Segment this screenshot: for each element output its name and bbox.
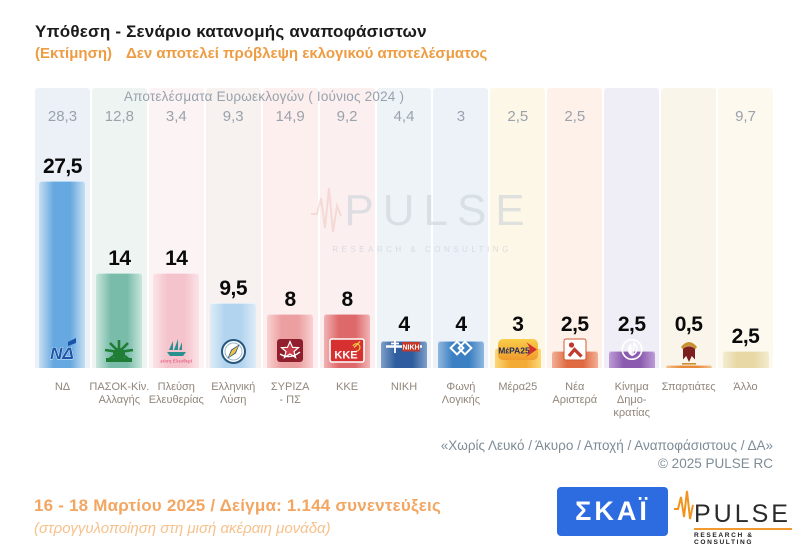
party-label: ΚΚΕ xyxy=(336,381,359,393)
fieldwork-dates-sample: 16 - 18 Μαρτίου 2025 / Δείγμα: 1.144 συν… xyxy=(34,496,441,515)
pulse-watermark: PULSE RESEARCH & CONSULTING xyxy=(310,180,534,254)
copyright: © 2025 PULSE RC xyxy=(657,456,773,471)
pulse-logo-text: PULSE xyxy=(694,500,791,528)
nd-logo: ΝΔ xyxy=(34,338,91,362)
party-label: Μέρα25 xyxy=(498,381,538,393)
rounding-note: (στρογγυλοποίηση στη μισή ακέραιη μονάδα… xyxy=(34,520,331,537)
subtitle-disclaimer: Δεν αποτελεί πρόβλεψη εκλογικού αποτελέσ… xyxy=(126,45,488,62)
column-stripe xyxy=(433,88,489,368)
page-title: Υπόθεση - Σενάριο κατανομής αναποφάσιστω… xyxy=(35,22,427,41)
pulse-waveform-icon xyxy=(674,487,694,526)
bar xyxy=(39,181,86,368)
footnote-exclusions: «Χωρίς Λευκό / Άκυρο / Αποχή / Αναποφάσι… xyxy=(440,438,773,453)
party-label: Φωνή Λογικής xyxy=(441,381,481,406)
bar-value-label: 2,5 xyxy=(731,325,760,348)
kke-logo: ΚΚΕ xyxy=(319,338,376,363)
bar-value-label: 8 xyxy=(341,288,353,311)
party-label: Πλεύση Ελευθερίας xyxy=(148,381,204,406)
subtitle-estimate: (Εκτίμηση) xyxy=(35,45,112,62)
bar-value-label: 3 xyxy=(512,313,524,336)
watermark-text: PULSE xyxy=(344,185,534,235)
euro-result-value: 4,4 xyxy=(393,108,415,125)
spartiates-helmet-logo xyxy=(660,338,717,365)
euro-result-value: 9,7 xyxy=(735,108,756,125)
pulse-waveform-icon xyxy=(310,180,344,241)
syriza-star-logo xyxy=(262,338,319,363)
svg-text:Πλεύση Ελευθερίας: Πλεύση Ελευθερίας xyxy=(160,359,192,365)
party-label: ΠΑΣΟΚ-Κίν. Αλλαγής xyxy=(89,381,150,406)
euro-result-value: 9,3 xyxy=(222,108,244,125)
bar-value-label: 8 xyxy=(284,288,297,311)
footnote: «Χωρίς Λευκό / Άκυρο / Αποχή / Αναποφάσι… xyxy=(441,437,773,473)
nea-aristera-logo xyxy=(546,338,603,361)
party-label: Νέα Αριστερά xyxy=(552,381,598,406)
party-label: Άλλο xyxy=(733,381,758,393)
pulse-logo: PULSE RESEARCH & CONSULTING xyxy=(674,487,792,546)
niki-logo: ΝΙΚΗ xyxy=(376,338,433,355)
pulse-logo-subtext: RESEARCH & CONSULTING xyxy=(694,532,754,546)
column-stripe xyxy=(490,88,546,368)
euro-result-value: 28,3 xyxy=(47,108,78,125)
svg-text:ΝΙΚΗ: ΝΙΚΗ xyxy=(402,345,419,352)
bar-value-label: 14 xyxy=(108,247,131,270)
kinima-dimokratias-leaf-logo xyxy=(603,338,660,361)
pulse-logo-divider xyxy=(694,528,792,530)
column-stripe xyxy=(604,88,660,368)
euro-result-value: 3 xyxy=(456,108,466,125)
bar-chart: PULSE RESEARCH & CONSULTING Αποτελέσματα… xyxy=(34,88,775,430)
party-label: Κίνημα Δημο-κρατίας xyxy=(613,381,650,419)
party-label: ΝΔ xyxy=(54,381,71,393)
bar-value-label: 2,5 xyxy=(560,313,589,336)
svg-text:ΜέΡΑ25: ΜέΡΑ25 xyxy=(498,346,530,356)
skai-logo: ΣΚΑΪ xyxy=(557,487,668,536)
svg-text:ΚΚΕ: ΚΚΕ xyxy=(334,350,357,362)
bar-value-label: 2,5 xyxy=(617,313,646,336)
bar-value-label: 27,5 xyxy=(43,155,82,178)
bar-value-label: 14 xyxy=(165,247,188,270)
bar-value-label: 4 xyxy=(455,313,467,336)
skai-logo-text: ΣΚΑΪ xyxy=(575,496,650,526)
euro-result-value: 9,2 xyxy=(336,108,358,125)
euro-result-value: 2,5 xyxy=(564,108,586,125)
pasok-sun-logo xyxy=(91,338,148,364)
column-stripe xyxy=(376,88,432,368)
party-label: ΣΥΡΙΖΑ - ΠΣ xyxy=(270,381,310,406)
party-label: Ελληνική Λύση xyxy=(211,381,256,406)
column-stripe xyxy=(547,88,603,368)
euro-result-value: 3,4 xyxy=(165,108,187,125)
column-stripe xyxy=(718,88,773,368)
euro-result-value: 14,9 xyxy=(275,108,305,125)
plefsi-sailboat-logo: Πλεύση Ελευθερίας xyxy=(148,338,205,364)
page-subtitle: (Εκτίμηση) Δεν αποτελεί πρόβλεψη εκλογικο… xyxy=(35,45,487,62)
foni-logikis-diamond-logo xyxy=(432,338,489,358)
bar xyxy=(665,365,712,368)
bar-value-label: 4 xyxy=(398,313,410,336)
column-stripe xyxy=(661,88,717,368)
euro-result-value: 2,5 xyxy=(507,108,529,125)
party-label: Σπαρτιάτες xyxy=(661,381,716,393)
party-label: ΝΙΚΗ xyxy=(390,381,418,393)
bar-value-label: 9,5 xyxy=(219,277,248,300)
watermark-subtext: RESEARCH & CONSULTING xyxy=(332,245,512,254)
bar xyxy=(722,351,769,368)
euro-result-value: 12,8 xyxy=(104,108,134,125)
euro-results-header: Αποτελέσματα Ευρωεκλογών ( Ιούνιος 2024 … xyxy=(123,89,405,104)
elliniki-lysi-compass-logo xyxy=(205,338,262,365)
fieldwork-info: 16 - 18 Μαρτίου 2025 / Δείγμα: 1.144 συν… xyxy=(34,496,441,537)
svg-text:ΝΔ: ΝΔ xyxy=(51,344,75,362)
bar-value-label: 0,5 xyxy=(674,313,703,336)
mera25-logo: ΜέΡΑ25 xyxy=(489,338,546,361)
